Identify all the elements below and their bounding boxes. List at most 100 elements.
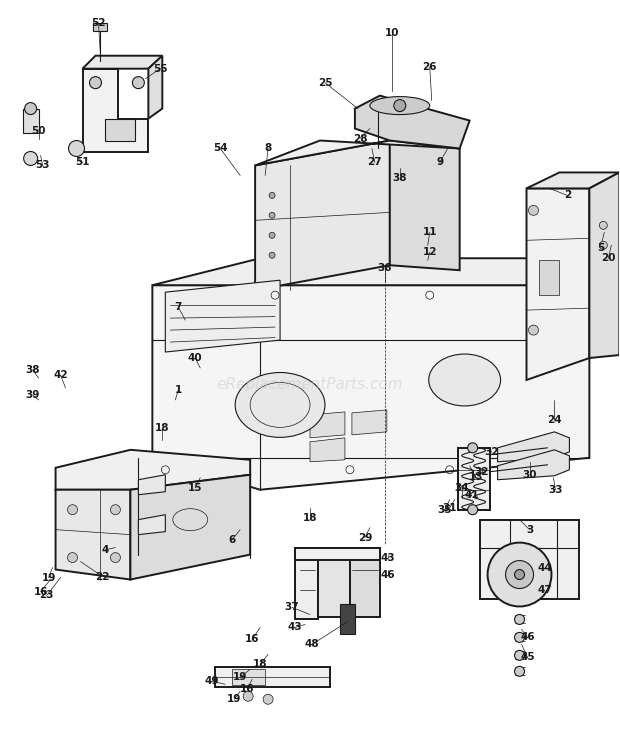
Text: 53: 53 (35, 161, 50, 170)
Circle shape (110, 505, 120, 515)
Text: 40: 40 (188, 353, 203, 363)
Text: 42: 42 (53, 370, 68, 380)
Polygon shape (215, 667, 330, 687)
Text: 3: 3 (526, 525, 533, 534)
Polygon shape (352, 410, 387, 435)
Text: 32: 32 (484, 447, 499, 457)
Text: 33: 33 (548, 485, 563, 495)
Polygon shape (138, 475, 166, 495)
Polygon shape (458, 448, 490, 510)
Text: 34: 34 (454, 482, 469, 493)
Circle shape (269, 252, 275, 258)
Text: 25: 25 (317, 78, 332, 87)
Circle shape (515, 614, 525, 625)
Text: 54: 54 (213, 144, 228, 153)
Polygon shape (355, 95, 469, 149)
Polygon shape (56, 490, 130, 579)
Polygon shape (295, 548, 318, 619)
Text: 38: 38 (392, 173, 407, 184)
Polygon shape (480, 519, 580, 599)
Text: 8: 8 (265, 144, 272, 153)
Text: 55: 55 (153, 64, 167, 74)
Circle shape (89, 77, 102, 89)
Polygon shape (130, 475, 250, 579)
Text: 52: 52 (91, 18, 106, 28)
Polygon shape (526, 189, 590, 380)
Polygon shape (295, 548, 380, 559)
Polygon shape (148, 56, 162, 118)
Polygon shape (310, 412, 345, 438)
Polygon shape (539, 260, 559, 295)
Text: 19: 19 (42, 573, 56, 582)
Circle shape (467, 443, 477, 453)
Text: 43: 43 (288, 622, 303, 633)
Text: 24: 24 (547, 415, 562, 425)
Circle shape (515, 633, 525, 642)
Text: 26: 26 (422, 61, 437, 72)
Text: 28: 28 (353, 133, 367, 144)
Text: 10: 10 (384, 28, 399, 38)
Text: 43: 43 (381, 553, 395, 562)
Text: 23: 23 (39, 591, 54, 600)
Text: 31: 31 (443, 502, 457, 513)
Polygon shape (105, 118, 135, 141)
Circle shape (467, 505, 477, 515)
Polygon shape (526, 172, 619, 189)
Polygon shape (255, 141, 459, 166)
Text: 18: 18 (253, 659, 267, 670)
Polygon shape (82, 69, 148, 152)
Polygon shape (498, 450, 569, 480)
Text: 15: 15 (188, 482, 203, 493)
Text: 16: 16 (240, 684, 254, 694)
Polygon shape (310, 438, 345, 462)
Text: 35: 35 (438, 505, 452, 515)
Text: 22: 22 (95, 571, 110, 582)
Circle shape (600, 241, 608, 249)
Polygon shape (590, 172, 619, 358)
Text: 19: 19 (227, 694, 241, 704)
Circle shape (505, 561, 533, 588)
Text: 39: 39 (25, 390, 40, 400)
Text: 27: 27 (368, 158, 382, 167)
Text: 47: 47 (537, 585, 552, 594)
Text: 19: 19 (233, 673, 247, 682)
Circle shape (243, 691, 253, 702)
Circle shape (269, 232, 275, 238)
Circle shape (515, 666, 525, 676)
Text: 16: 16 (245, 634, 259, 645)
Text: 12: 12 (422, 247, 437, 258)
Text: 46: 46 (520, 633, 535, 642)
Text: 16: 16 (33, 587, 48, 596)
Circle shape (110, 553, 120, 562)
Polygon shape (153, 285, 590, 490)
Text: 4: 4 (102, 545, 109, 554)
Circle shape (600, 221, 608, 229)
Circle shape (487, 542, 551, 607)
Polygon shape (166, 280, 280, 352)
Text: 18: 18 (155, 423, 170, 433)
Polygon shape (82, 56, 162, 69)
Text: 30: 30 (522, 470, 537, 480)
Text: 18: 18 (303, 513, 317, 522)
Circle shape (269, 212, 275, 218)
Ellipse shape (370, 97, 430, 115)
Text: 6: 6 (229, 534, 236, 545)
Text: 1: 1 (175, 385, 182, 395)
Text: 36: 36 (378, 263, 392, 273)
Text: 20: 20 (601, 253, 616, 263)
Polygon shape (153, 258, 590, 285)
Circle shape (69, 141, 84, 156)
Circle shape (515, 570, 525, 579)
Polygon shape (498, 432, 569, 462)
Circle shape (68, 505, 78, 515)
Circle shape (263, 694, 273, 704)
Circle shape (394, 100, 405, 112)
Polygon shape (232, 669, 265, 685)
Text: 45: 45 (520, 653, 535, 662)
Polygon shape (56, 450, 250, 490)
Text: 46: 46 (381, 570, 395, 579)
Circle shape (68, 553, 78, 562)
Text: 51: 51 (75, 158, 90, 167)
Circle shape (24, 152, 38, 166)
Text: eReplacementParts.com: eReplacementParts.com (216, 377, 404, 392)
